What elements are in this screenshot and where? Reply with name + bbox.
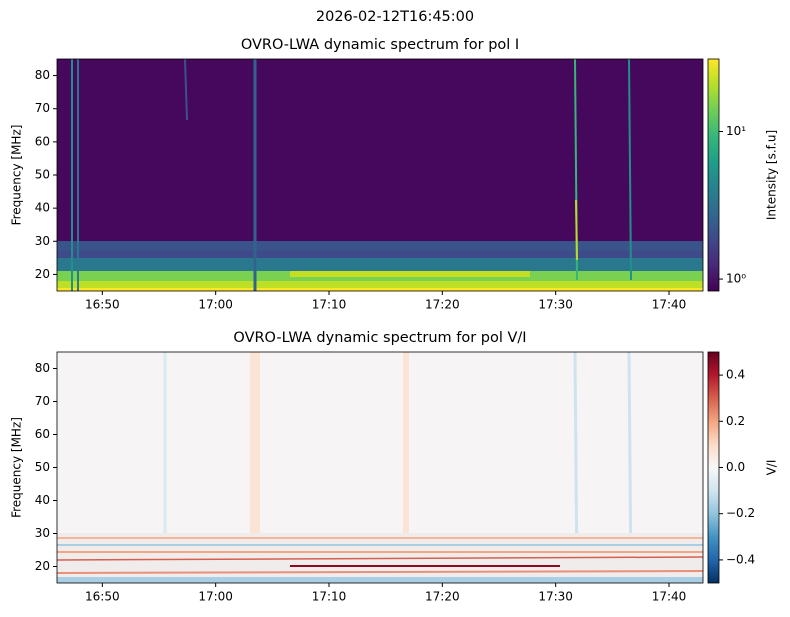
x-tick-label: 17:30 bbox=[538, 298, 573, 312]
y-tick-label: 70 bbox=[35, 394, 50, 408]
x-tick-label: 16:50 bbox=[85, 590, 120, 604]
colorbar-tick-label: 0.0 bbox=[726, 460, 745, 474]
colorbar-tick-label: 10¹ bbox=[726, 124, 746, 138]
y-tick-label: 20 bbox=[35, 559, 50, 573]
y-tick-label: 20 bbox=[35, 267, 50, 281]
x-tick-label: 17:10 bbox=[312, 590, 347, 604]
colorbar bbox=[707, 58, 720, 292]
x-tick-label: 17:00 bbox=[198, 590, 233, 604]
y-tick-label: 40 bbox=[35, 201, 50, 215]
y-tick-label: 60 bbox=[35, 134, 50, 148]
x-tick-label: 17:40 bbox=[652, 590, 687, 604]
y-tick-label: 70 bbox=[35, 101, 50, 115]
suptitle: 2026-02-12T16:45:00 bbox=[316, 9, 474, 25]
y-tick-label: 80 bbox=[35, 361, 50, 375]
colorbar-tick-label: 10⁰ bbox=[726, 272, 746, 286]
colorbar-tick-label: −0.2 bbox=[726, 506, 755, 520]
spectrum-image bbox=[57, 59, 703, 291]
x-tick-label: 17:40 bbox=[652, 298, 687, 312]
x-tick-label: 17:20 bbox=[425, 298, 460, 312]
y-tick-label: 30 bbox=[35, 526, 50, 540]
y-tick-label: 80 bbox=[35, 68, 50, 82]
colorbar-tick-label: 0.4 bbox=[726, 368, 745, 382]
y-tick-label: 60 bbox=[35, 427, 50, 441]
colorbar bbox=[707, 351, 720, 584]
y-tick-label: 50 bbox=[35, 168, 50, 182]
colorbar-label: Intensity [s.f.u] bbox=[765, 130, 779, 220]
x-tick-label: 17:10 bbox=[312, 298, 347, 312]
spectrum-image bbox=[57, 352, 703, 583]
colorbar-tick-label: 0.2 bbox=[726, 414, 745, 428]
colorbar-tick-label: −0.4 bbox=[726, 552, 755, 566]
x-tick-label: 17:30 bbox=[538, 590, 573, 604]
chart-title: OVRO-LWA dynamic spectrum for pol V/I bbox=[233, 330, 526, 346]
x-tick-label: 17:00 bbox=[198, 298, 233, 312]
chart-title: OVRO-LWA dynamic spectrum for pol I bbox=[241, 37, 519, 53]
y-tick-label: 40 bbox=[35, 493, 50, 507]
x-tick-label: 17:20 bbox=[425, 590, 460, 604]
y-tick-label: 30 bbox=[35, 234, 50, 248]
x-tick-label: 16:50 bbox=[85, 298, 120, 312]
colorbar-label: V/I bbox=[765, 460, 779, 476]
y-axis-label: Frequency [MHz] bbox=[10, 417, 24, 518]
y-axis-label: Frequency [MHz] bbox=[10, 125, 24, 226]
y-tick-label: 50 bbox=[35, 460, 50, 474]
